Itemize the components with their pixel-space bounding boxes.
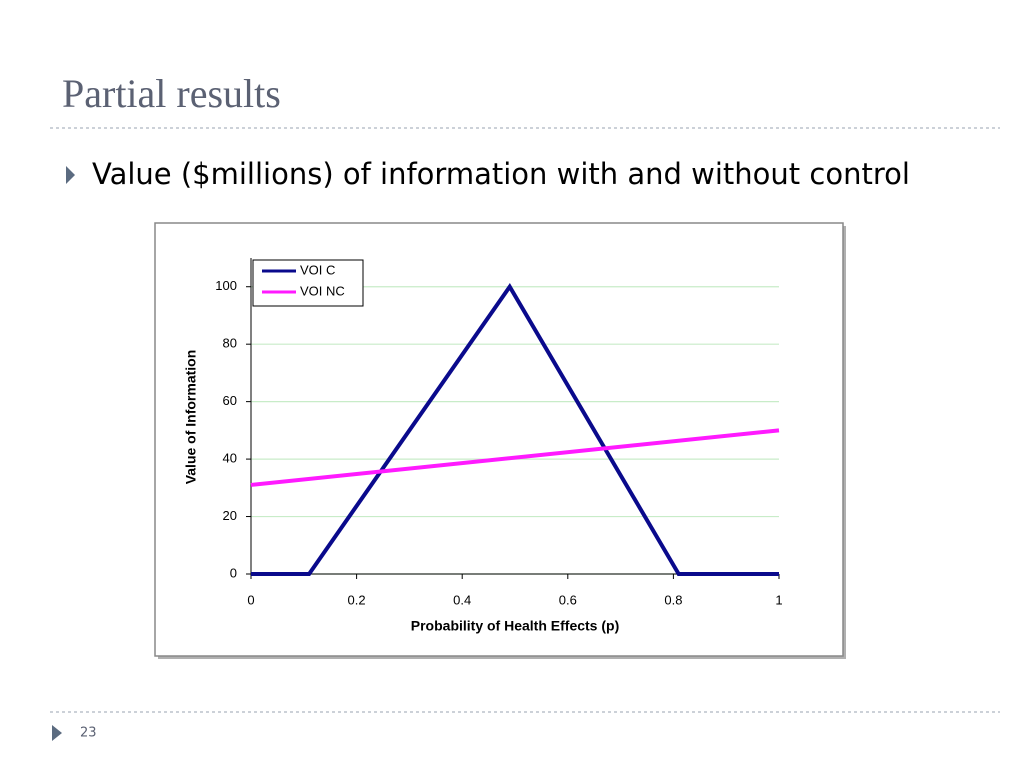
- y-tick-label: 0: [230, 565, 237, 580]
- series-line: [251, 283, 779, 576]
- page-number: 23: [80, 726, 97, 741]
- y-tick-label: 20: [223, 508, 237, 523]
- x-tick-label: 0.6: [559, 592, 577, 607]
- y-tick-label: 60: [223, 393, 237, 408]
- x-tick-label: 0.4: [453, 592, 471, 607]
- slide-title: Partial results: [62, 71, 281, 116]
- legend-label: VOI NC: [300, 283, 345, 298]
- plot: 0 20 40 60 80 100 0 0.2 0.4 0.6 0.8 1 Probability of…: [183, 258, 783, 634]
- x-axis-label: Probability of Health Effects (p): [411, 618, 619, 634]
- x-tick-label: 1: [775, 592, 782, 607]
- x-tick-label: 0.8: [664, 592, 682, 607]
- footer-icon: [52, 725, 62, 741]
- y-tick-label: 80: [223, 336, 237, 351]
- x-tick-label: 0: [247, 592, 254, 607]
- bullet-icon: [66, 166, 75, 184]
- y-tick-label: 100: [215, 278, 237, 293]
- legend-box: [252, 259, 364, 307]
- y-tick-label: 40: [223, 451, 237, 466]
- legend-label: VOI C: [300, 262, 335, 277]
- x-tick-label: 0.2: [348, 592, 366, 607]
- y-axis-label: Value of Information: [183, 350, 199, 485]
- series-line: [250, 428, 780, 487]
- bullet-text: Value ($millions) of information with an…: [92, 157, 910, 191]
